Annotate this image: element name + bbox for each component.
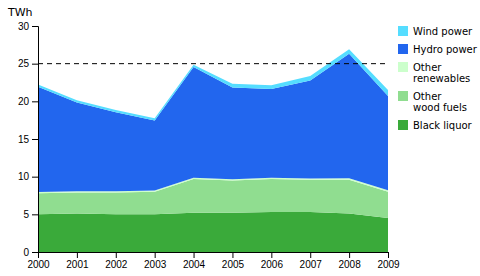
legend-label: Otherrenewables [413, 62, 470, 84]
legend-swatch [398, 120, 408, 130]
x-tick-label: 2001 [66, 259, 89, 270]
x-tick-label: 2005 [222, 259, 245, 270]
y-tick: 5 [23, 209, 38, 220]
x-tick-label: 2004 [183, 259, 206, 270]
legend-item: Hydro power [398, 44, 478, 55]
legend-label: Wind power [413, 26, 473, 37]
legend-label-line: Hydro power [413, 44, 478, 55]
y-tick: 10 [18, 171, 38, 182]
y-tick-mark [32, 64, 38, 65]
y-axis-title: TWh [7, 6, 33, 19]
x-tick-label: 2008 [338, 259, 361, 270]
x-tick: 2007 [300, 252, 323, 270]
y-tick-mark [32, 177, 38, 178]
legend-swatch [398, 26, 408, 36]
y-tick: 20 [18, 96, 38, 107]
x-tick-label: 2003 [144, 259, 167, 270]
x-axis: 2000 2001 2002 2003 2004 2005 2006 2007 2008 2009 [27, 252, 400, 270]
area [38, 212, 388, 252]
x-tick: 2002 [105, 252, 128, 270]
y-tick-mark [32, 139, 38, 140]
x-tick-label: 2002 [105, 259, 128, 270]
legend-label: Hydro power [413, 44, 478, 55]
y-tick-mark [32, 252, 38, 253]
area [38, 49, 388, 120]
x-tick-label: 2007 [300, 259, 323, 270]
x-tick: 2004 [183, 252, 206, 270]
legend-swatch [398, 44, 408, 54]
x-axis-line [39, 253, 389, 259]
y-tick-label: 10 [18, 171, 30, 182]
legend-label-line: wood fuels [413, 102, 467, 113]
x-tick-mark [388, 252, 389, 258]
x-tick-label: 2006 [261, 259, 284, 270]
y-tick: 30 [18, 21, 38, 32]
y-axis: 0 5 10 15 20 25 30 [18, 21, 39, 258]
y-axis-line [32, 27, 39, 253]
x-tick: 2001 [66, 252, 89, 270]
y-tick-label: 15 [18, 134, 30, 145]
legend-item: Otherrenewables [398, 62, 470, 84]
x-tick: 2006 [261, 252, 284, 270]
x-tick-mark [116, 252, 117, 258]
x-tick: 2003 [144, 252, 167, 270]
y-tick-label: 25 [18, 58, 30, 69]
legend-item: Wind power [398, 26, 473, 37]
legend: Wind powerHydro powerOtherrenewablesOthe… [398, 26, 478, 131]
x-tick-mark [232, 252, 233, 258]
x-tick-mark [194, 252, 195, 258]
reference-line [38, 63, 388, 64]
legend-label-line: Other [413, 91, 442, 102]
y-tick-label: 5 [23, 209, 29, 220]
x-tick-mark [310, 252, 311, 258]
y-tick: 25 [18, 58, 38, 69]
legend-label-line: Other [413, 62, 442, 73]
y-tick-mark [32, 26, 38, 27]
legend-swatch [398, 91, 408, 101]
y-tick-label: 30 [18, 21, 30, 32]
legend-label: Black liquor [413, 120, 473, 131]
x-tick-mark [271, 252, 272, 258]
y-tick-mark [32, 214, 38, 215]
legend-label-line: Wind power [413, 26, 473, 37]
y-tick: 0 [23, 247, 38, 258]
legend-label-line: Black liquor [413, 120, 473, 131]
x-tick-label: 2009 [377, 259, 400, 270]
legend-item: Black liquor [398, 120, 473, 131]
y-tick-label: 20 [18, 96, 30, 107]
x-tick-mark [155, 252, 156, 258]
legend-label: Otherwood fuels [413, 91, 467, 113]
x-tick: 2008 [338, 252, 361, 270]
x-tick-mark [349, 252, 350, 258]
x-tick: 2009 [377, 252, 400, 270]
y-tick: 15 [18, 134, 38, 145]
legend-label-line: renewables [413, 73, 470, 84]
legend-item: Otherwood fuels [398, 91, 467, 113]
y-tick-mark [32, 101, 38, 102]
y-tick-label: 0 [23, 247, 29, 258]
chart: 2000200120022003200420052006200720082009… [0, 0, 480, 276]
x-tick: 2000 [27, 252, 50, 270]
plot: 2000200120022003200420052006200720082009… [18, 21, 400, 270]
x-tick-mark [77, 252, 78, 258]
marks [38, 49, 388, 252]
x-tick-label: 2000 [27, 259, 50, 270]
x-tick: 2005 [222, 252, 245, 270]
legend-swatch [398, 62, 408, 72]
